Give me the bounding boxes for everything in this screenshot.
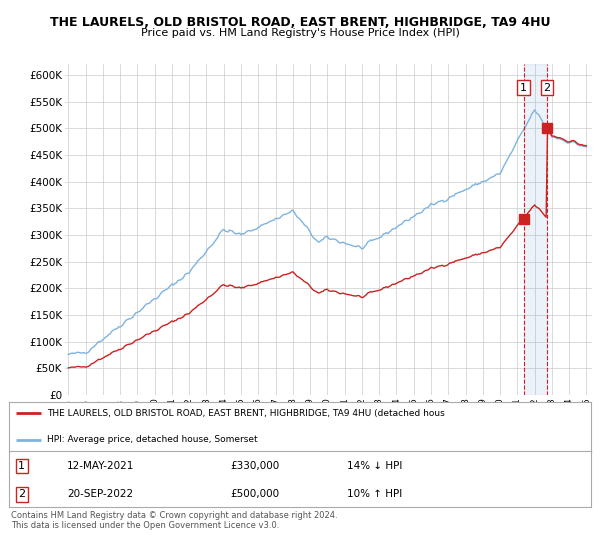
Text: 1: 1 — [19, 461, 25, 471]
Text: 10% ↑ HPI: 10% ↑ HPI — [347, 489, 402, 500]
Text: 12-MAY-2021: 12-MAY-2021 — [67, 461, 134, 471]
Bar — [524, 64, 547, 395]
Text: THE LAURELS, OLD BRISTOL ROAD, EAST BRENT, HIGHBRIDGE, TA9 4HU (detached hous: THE LAURELS, OLD BRISTOL ROAD, EAST BREN… — [47, 409, 445, 418]
Text: 2: 2 — [544, 82, 551, 92]
Text: HPI: Average price, detached house, Somerset: HPI: Average price, detached house, Some… — [47, 435, 257, 445]
Text: £330,000: £330,000 — [230, 461, 280, 471]
Text: 2: 2 — [18, 489, 25, 500]
Text: 14% ↓ HPI: 14% ↓ HPI — [347, 461, 402, 471]
Text: 20-SEP-2022: 20-SEP-2022 — [67, 489, 133, 500]
Text: 1: 1 — [520, 82, 527, 92]
Text: THE LAURELS, OLD BRISTOL ROAD, EAST BRENT, HIGHBRIDGE, TA9 4HU: THE LAURELS, OLD BRISTOL ROAD, EAST BREN… — [50, 16, 550, 29]
Text: Price paid vs. HM Land Registry's House Price Index (HPI): Price paid vs. HM Land Registry's House … — [140, 28, 460, 38]
Text: £500,000: £500,000 — [230, 489, 279, 500]
Text: Contains HM Land Registry data © Crown copyright and database right 2024.
This d: Contains HM Land Registry data © Crown c… — [11, 511, 337, 530]
